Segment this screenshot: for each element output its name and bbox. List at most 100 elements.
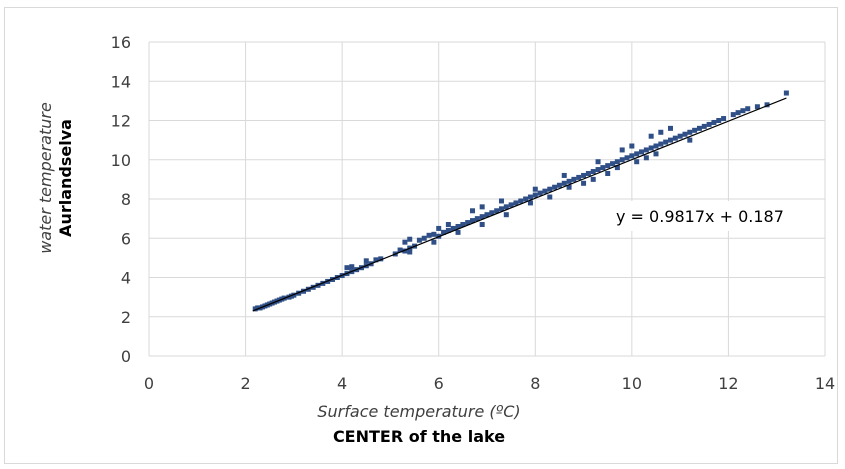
data-point <box>470 218 476 224</box>
data-point <box>701 123 707 129</box>
data-point <box>658 141 664 147</box>
grid <box>148 41 826 357</box>
data-point <box>445 222 451 228</box>
scatter-chart: 0 2 4 6 8 10 12 14 0 2 4 6 8 10 12 14 16 y = 0.9817x + 0… <box>36 33 835 446</box>
data-point <box>378 256 384 262</box>
data-point <box>474 216 480 222</box>
data-point <box>402 239 408 245</box>
x-tick-label: 14 <box>815 374 835 393</box>
data-point <box>696 125 702 131</box>
data-point <box>561 172 567 178</box>
data-point <box>542 188 548 194</box>
x-tick-label: 8 <box>530 374 540 393</box>
data-point <box>532 186 538 192</box>
data-point <box>445 227 451 233</box>
data-point <box>658 129 664 135</box>
data-point <box>363 258 369 264</box>
data-point <box>498 198 504 204</box>
data-point <box>653 151 659 157</box>
data-point <box>619 157 625 163</box>
data-point <box>595 167 601 173</box>
data-point <box>508 202 514 208</box>
data-point <box>677 133 683 139</box>
trendline-equation: y = 0.9817x + 0.187 <box>616 207 784 226</box>
data-point <box>484 212 490 218</box>
data-point <box>672 135 678 141</box>
data-point <box>561 180 567 186</box>
data-point <box>556 182 562 188</box>
data-point <box>576 174 582 180</box>
x-tick-label: 6 <box>434 374 444 393</box>
data-point <box>634 159 640 165</box>
data-point <box>503 204 509 210</box>
y-tick-label: 16 <box>111 33 131 52</box>
x-tick-label: 4 <box>337 374 347 393</box>
data-point <box>614 159 620 165</box>
data-point <box>663 139 669 145</box>
data-point <box>431 239 437 245</box>
data-point <box>682 131 688 137</box>
data-point <box>711 119 717 125</box>
data-point <box>373 257 379 263</box>
y-tick-label: 12 <box>111 112 131 131</box>
data-point <box>527 194 533 200</box>
data-point <box>527 200 533 206</box>
data-point <box>643 147 649 153</box>
data-point <box>667 137 673 143</box>
data-point <box>547 186 553 192</box>
data-point <box>465 220 471 226</box>
y-axis-title: water temperature <box>36 102 55 254</box>
x-tick-label: 10 <box>622 374 642 393</box>
x-tick-label: 2 <box>240 374 250 393</box>
data-point <box>600 165 606 171</box>
y-tick-label: 0 <box>121 347 131 366</box>
data-point <box>489 210 495 216</box>
data-point <box>436 225 442 231</box>
data-point <box>537 190 543 196</box>
data-point <box>498 206 504 212</box>
data-point <box>687 137 693 143</box>
data-point <box>605 163 611 169</box>
data-point <box>667 125 673 131</box>
data-point <box>730 112 736 118</box>
y-tick-label: 14 <box>111 72 131 91</box>
data-point <box>426 232 432 238</box>
y-tick-label: 10 <box>111 151 131 170</box>
data-point <box>735 110 741 116</box>
data-point <box>552 184 558 190</box>
data-point <box>634 151 640 157</box>
data-point <box>783 90 789 96</box>
annotation-background <box>610 201 790 231</box>
data-point <box>455 229 461 235</box>
data-point <box>513 200 519 206</box>
data-point <box>571 176 577 182</box>
data-point <box>764 102 770 108</box>
data-point <box>402 248 408 254</box>
data-point <box>455 223 461 229</box>
data-point <box>595 159 601 165</box>
data-point <box>349 264 355 270</box>
chart-frame: 0 2 4 6 8 10 12 14 0 2 4 6 8 10 12 14 16 y = 0.9817x + 0… <box>4 7 838 464</box>
x-axis-title: Surface temperature (ºC) <box>317 402 520 421</box>
data-point <box>605 170 611 176</box>
data-point <box>547 194 553 200</box>
data-point <box>344 265 350 271</box>
data-point <box>450 225 456 231</box>
data-point <box>692 127 698 133</box>
data-point <box>431 231 437 237</box>
data-point <box>407 236 413 242</box>
data-point <box>629 153 635 159</box>
data-point <box>740 108 746 114</box>
data-point <box>470 208 476 214</box>
data-point <box>706 121 712 127</box>
y-axis-subtitle: Aurlandselva <box>56 119 75 237</box>
y-tick-label: 2 <box>121 308 131 327</box>
data-point <box>441 229 447 235</box>
data-point <box>581 172 587 178</box>
data-point <box>624 155 630 161</box>
data-point <box>643 155 649 161</box>
x-tick-label: 12 <box>718 374 738 393</box>
data-point <box>716 118 722 123</box>
data-point <box>581 180 587 186</box>
data-point <box>610 161 616 167</box>
